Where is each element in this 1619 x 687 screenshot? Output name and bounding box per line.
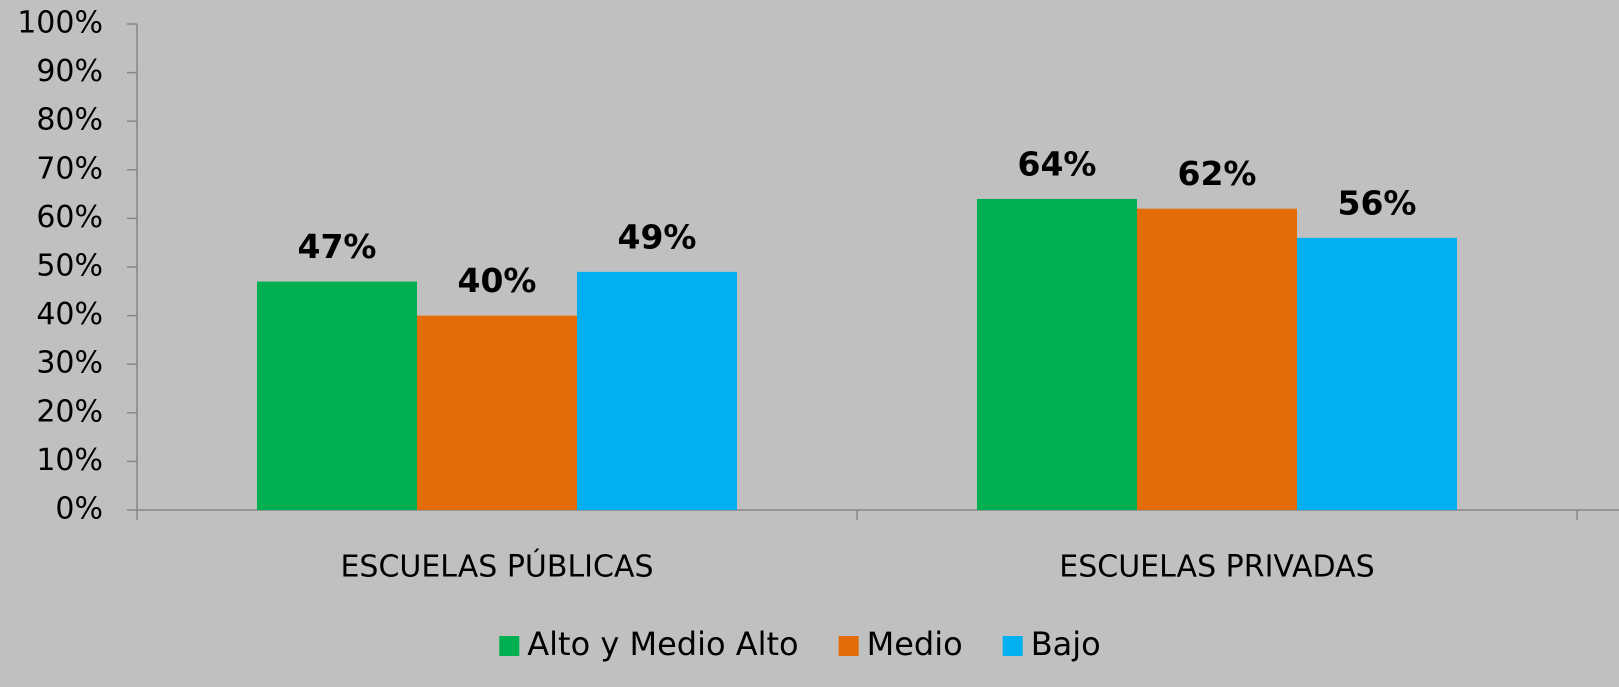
legend-swatch bbox=[1002, 636, 1023, 656]
bar bbox=[1297, 237, 1457, 510]
y-tick-label: 40% bbox=[36, 297, 103, 332]
bar bbox=[577, 271, 737, 510]
x-tick-label: ESCUELAS PÚBLICAS bbox=[340, 548, 653, 585]
y-tick-label: 30% bbox=[36, 346, 103, 381]
y-tick-label: 50% bbox=[36, 249, 103, 284]
y-tick-label: 70% bbox=[36, 151, 103, 186]
value-label: 56% bbox=[1338, 183, 1417, 222]
value-label: 62% bbox=[1178, 154, 1257, 193]
bar bbox=[977, 198, 1137, 510]
legend-label: Medio bbox=[867, 625, 963, 663]
value-label: 40% bbox=[458, 261, 537, 300]
x-tick-label: ESCUELAS PRIVADAS bbox=[1059, 550, 1374, 585]
legend-swatch bbox=[499, 636, 520, 656]
y-tick-label: 20% bbox=[36, 394, 103, 429]
y-tick-label: 80% bbox=[36, 103, 103, 138]
legend-swatch bbox=[838, 636, 859, 656]
y-tick-label: 0% bbox=[55, 492, 103, 527]
y-tick-label: 100% bbox=[17, 6, 103, 41]
y-tick-label: 10% bbox=[36, 443, 103, 478]
value-label: 64% bbox=[1018, 144, 1097, 183]
legend-label: Alto y Medio Alto bbox=[527, 625, 798, 663]
y-tick-label: 60% bbox=[36, 200, 103, 235]
bar bbox=[257, 281, 417, 510]
value-label: 47% bbox=[298, 227, 377, 266]
bar bbox=[417, 315, 577, 510]
value-label: 49% bbox=[618, 217, 697, 256]
bar bbox=[1137, 208, 1297, 510]
legend-label: Bajo bbox=[1031, 625, 1101, 663]
y-tick-label: 90% bbox=[36, 54, 103, 89]
